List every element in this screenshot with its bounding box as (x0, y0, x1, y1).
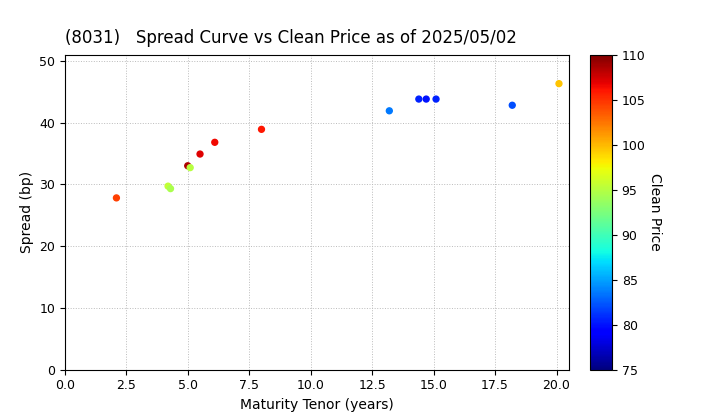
Point (256, 126, 267, 133)
Y-axis label: Clean Price: Clean Price (648, 173, 662, 251)
Point (413, 96, 425, 102)
Point (165, 185, 176, 192)
Y-axis label: Spread (bp): Spread (bp) (19, 171, 34, 253)
Point (384, 108, 395, 114)
Point (194, 151, 206, 158)
Point (184, 164, 196, 171)
Point (553, 80, 564, 87)
Point (431, 96, 442, 102)
Text: (8031)   Spread Curve vs Clean Price as of 2025/05/02: (8031) Spread Curve vs Clean Price as of… (65, 29, 517, 47)
X-axis label: Maturity Tenor (years): Maturity Tenor (years) (240, 398, 394, 412)
Point (209, 139, 220, 146)
Point (182, 163, 194, 169)
Point (420, 96, 432, 102)
Point (111, 194, 122, 201)
Point (162, 183, 174, 189)
Point (506, 102, 518, 109)
